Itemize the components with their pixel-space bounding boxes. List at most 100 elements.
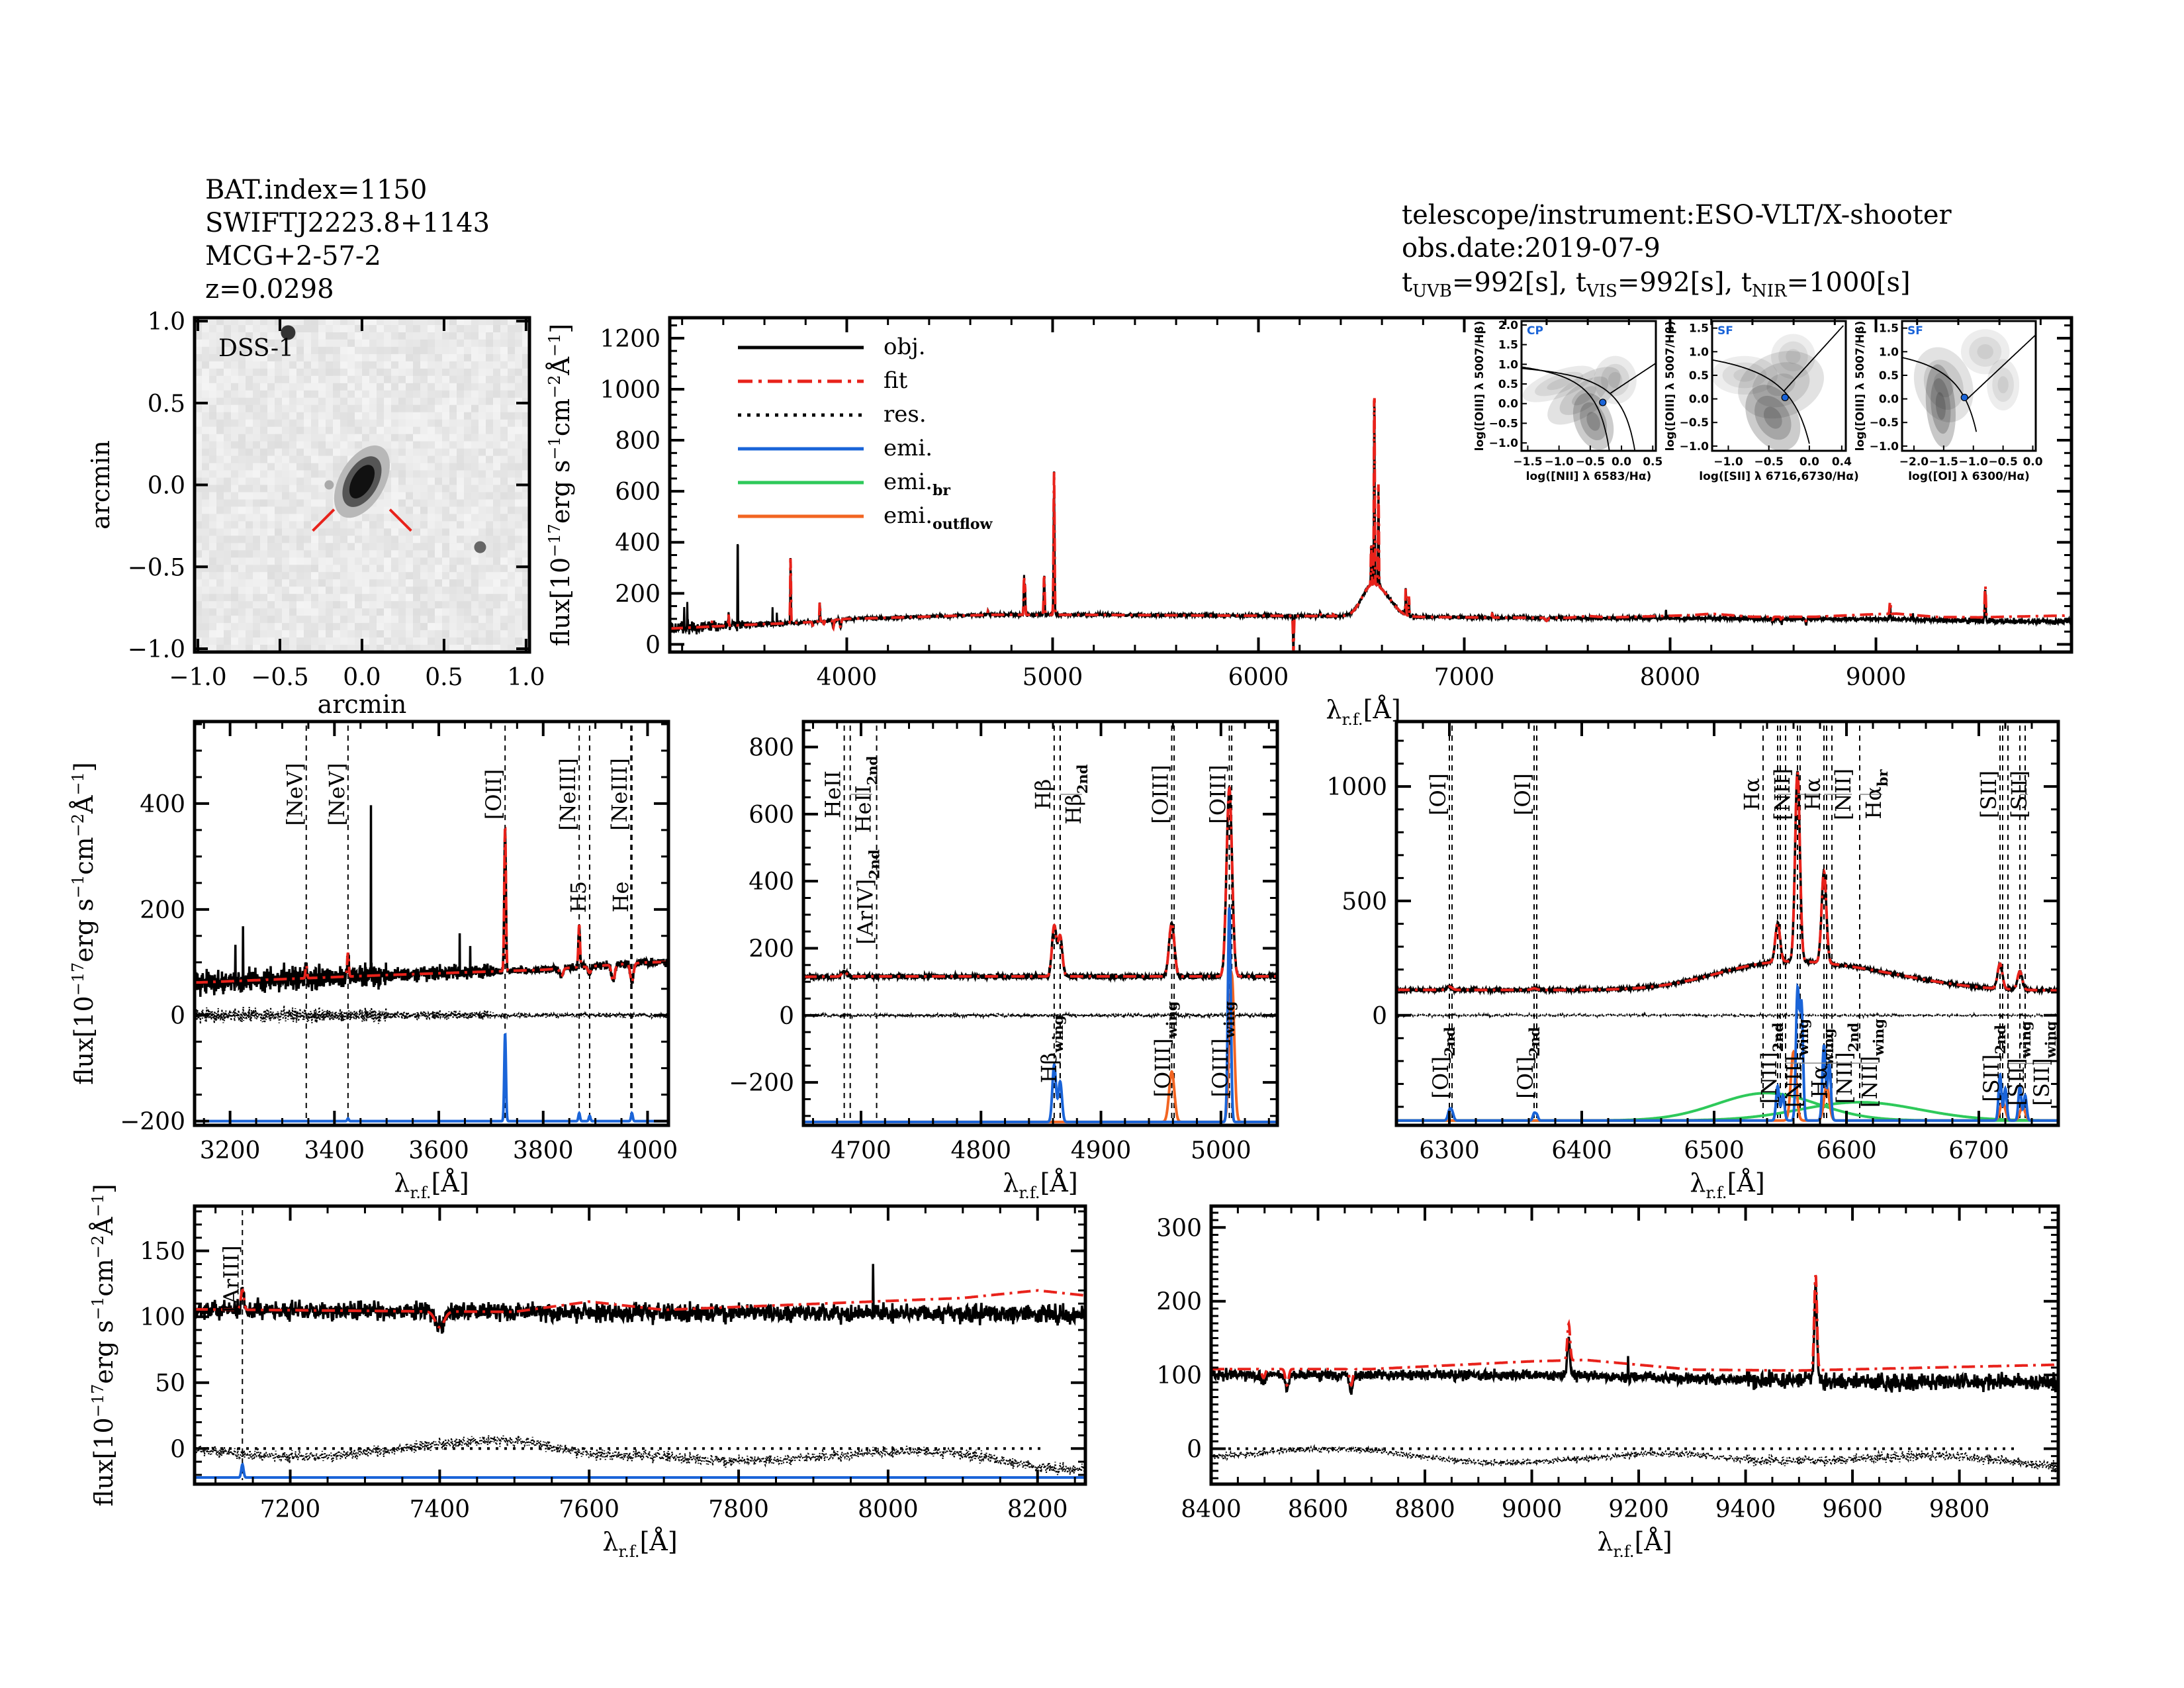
image-pixel [442,441,450,449]
image-pixel [391,404,399,413]
image-pixel [202,332,210,340]
image-pixel [326,506,334,514]
image-pixel [500,339,508,348]
image-pixel [428,623,435,631]
image-pixel [508,630,516,638]
image-pixel [457,543,465,551]
image-pixel [260,448,268,457]
image-pixel [442,383,450,391]
image-pixel [355,579,363,587]
dss-image-panel: DSS-1−1.0−1.0−0.5−0.50.00.00.50.51.01.0a… [86,308,545,719]
image-pixel [428,441,435,449]
image-pixel [457,477,465,486]
image-pixel [369,339,377,348]
image-pixel [362,594,370,602]
image-pixel [311,383,319,391]
image-pixel [355,536,363,543]
image-pixel [478,623,486,631]
image-pixel [435,318,443,326]
image-pixel [362,426,370,435]
image-pixel [282,346,290,355]
image-pixel [420,543,428,551]
image-pixel [202,506,210,514]
image-pixel [209,325,217,333]
image-pixel [253,645,261,653]
image-pixel [442,499,450,508]
image-pixel [508,528,516,536]
image-pixel [428,594,435,602]
image-pixel [267,318,275,326]
image-pixel [413,616,421,624]
y-tick-label: 0.0 [1498,398,1518,411]
image-pixel [260,637,268,645]
image-pixel [246,528,253,536]
image-pixel [442,353,450,362]
image-pixel [209,630,217,638]
y-tick-label: −0.5 [1489,417,1518,430]
image-pixel [231,375,239,384]
image-pixel [442,463,450,471]
image-pixel [384,528,392,536]
line-label-name: [NeV] [324,763,349,825]
axes-frame [193,1204,1087,1486]
image-pixel [464,404,472,413]
image-pixel [464,441,472,449]
image-pixel [449,441,457,449]
image-pixel [362,623,370,631]
image-pixel [377,557,385,565]
image-pixel [340,521,348,529]
image-pixel [369,368,377,377]
image-pixel [457,361,465,369]
line-label-sub: wing [1221,1001,1238,1039]
y-tick-label: 1.5 [1498,339,1518,352]
image-pixel [267,390,275,399]
y-tick-label: 200 [749,935,794,962]
line-label-sub: 2nd [1992,1025,2009,1055]
image-pixel [231,528,239,536]
image-pixel [420,426,428,435]
image-pixel [500,492,508,500]
image-pixel [391,601,399,609]
image-pixel [195,499,203,508]
x-tick-label: 6600 [1816,1137,1877,1164]
image-pixel [413,586,421,594]
image-pixel [224,550,232,558]
image-pixel [413,485,421,493]
image-pixel [326,339,334,348]
image-pixel [282,579,290,587]
image-pixel [369,521,377,529]
image-pixel [238,477,246,486]
image-pixel [246,361,253,369]
image-pixel [500,506,508,514]
image-pixel [428,346,435,355]
image-pixel [435,361,443,369]
image-pixel [500,463,508,471]
image-pixel [296,506,304,514]
image-pixel [333,346,341,355]
image-pixel [362,383,370,391]
image-pixel [377,616,385,624]
image-pixel [275,499,283,508]
image-pixel [522,565,530,573]
image-pixel [231,630,239,638]
line-label-name: Hβ [1061,794,1086,824]
image-pixel [340,572,348,580]
demarcation-line [1965,334,2036,401]
image-pixel [289,579,297,587]
image-pixel [296,383,304,391]
image-pixel [471,412,479,420]
image-pixel [195,383,203,391]
image-pixel [471,645,479,653]
image-pixel [500,361,508,369]
image-pixel [471,419,479,428]
image-pixel [333,361,341,369]
galaxy-core [349,465,375,498]
image-pixel [449,543,457,551]
image-pixel [326,565,334,573]
image-pixel [260,346,268,355]
image-pixel [515,543,523,551]
image-pixel [318,616,326,624]
image-pixel [304,339,312,348]
image-pixel [318,448,326,457]
image-pixel [267,514,275,522]
